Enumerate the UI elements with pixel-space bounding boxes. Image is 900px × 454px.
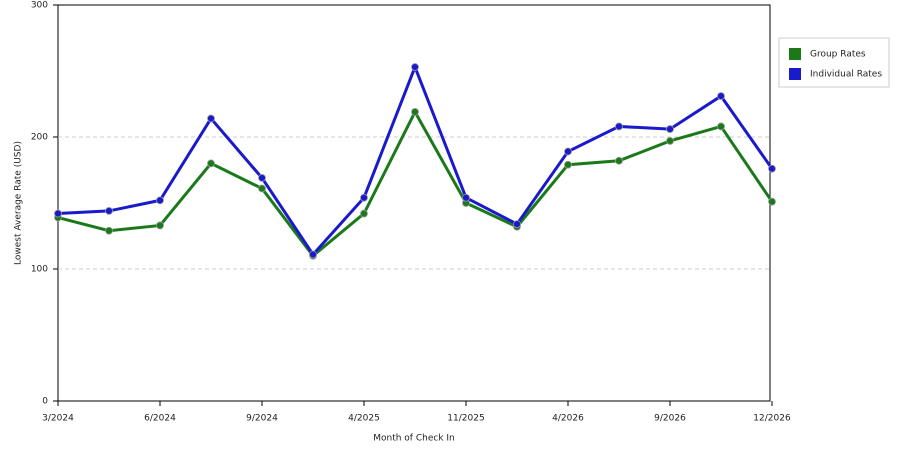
point: [768, 164, 776, 173]
y-tick-label: 300: [31, 1, 48, 11]
point: [717, 122, 725, 131]
y-tick-label: 100: [31, 265, 48, 275]
point: [564, 160, 572, 169]
x-tick-label: 3/2024: [42, 414, 74, 424]
point: [411, 63, 419, 71]
series-line: [57, 62, 774, 257]
x-tick-label: 4/2025: [348, 414, 380, 424]
x-tick-label: 6/2024: [144, 414, 176, 424]
point: [666, 137, 674, 145]
y-tick-label: 0: [42, 397, 48, 407]
point: [360, 209, 368, 218]
point: [258, 174, 266, 182]
point: [105, 226, 113, 235]
point: [360, 193, 368, 202]
point: [156, 221, 164, 230]
x-tick-label: 12/2026: [753, 414, 791, 424]
series-line: [57, 108, 774, 258]
point: [615, 156, 623, 165]
x-tick-label: 11/2025: [447, 414, 484, 424]
x-axis-label: Month of Check In: [373, 434, 455, 444]
point: [462, 193, 470, 202]
legend-label: Individual Rates: [810, 70, 882, 80]
point: [156, 196, 164, 205]
point: [564, 147, 572, 156]
y-tick-label: 200: [31, 133, 48, 143]
point: [717, 92, 725, 100]
point: [105, 207, 113, 215]
point: [411, 108, 419, 116]
point: [309, 250, 317, 259]
point: [258, 184, 266, 193]
legend-swatch: [789, 48, 801, 60]
point: [207, 159, 215, 168]
point: [615, 122, 623, 131]
point: [207, 114, 215, 123]
point: [513, 220, 521, 229]
point: [666, 125, 674, 133]
legend-label: Group Rates: [810, 50, 866, 60]
point: [768, 197, 776, 206]
x-tick-label: 9/2024: [246, 414, 278, 424]
point: [54, 209, 62, 218]
legend-swatch: [789, 68, 801, 80]
y-axis-label: Lowest Average Rate (USD): [14, 141, 24, 265]
x-tick-label: 9/2026: [654, 414, 686, 424]
x-tick-label: 4/2026: [552, 414, 584, 424]
